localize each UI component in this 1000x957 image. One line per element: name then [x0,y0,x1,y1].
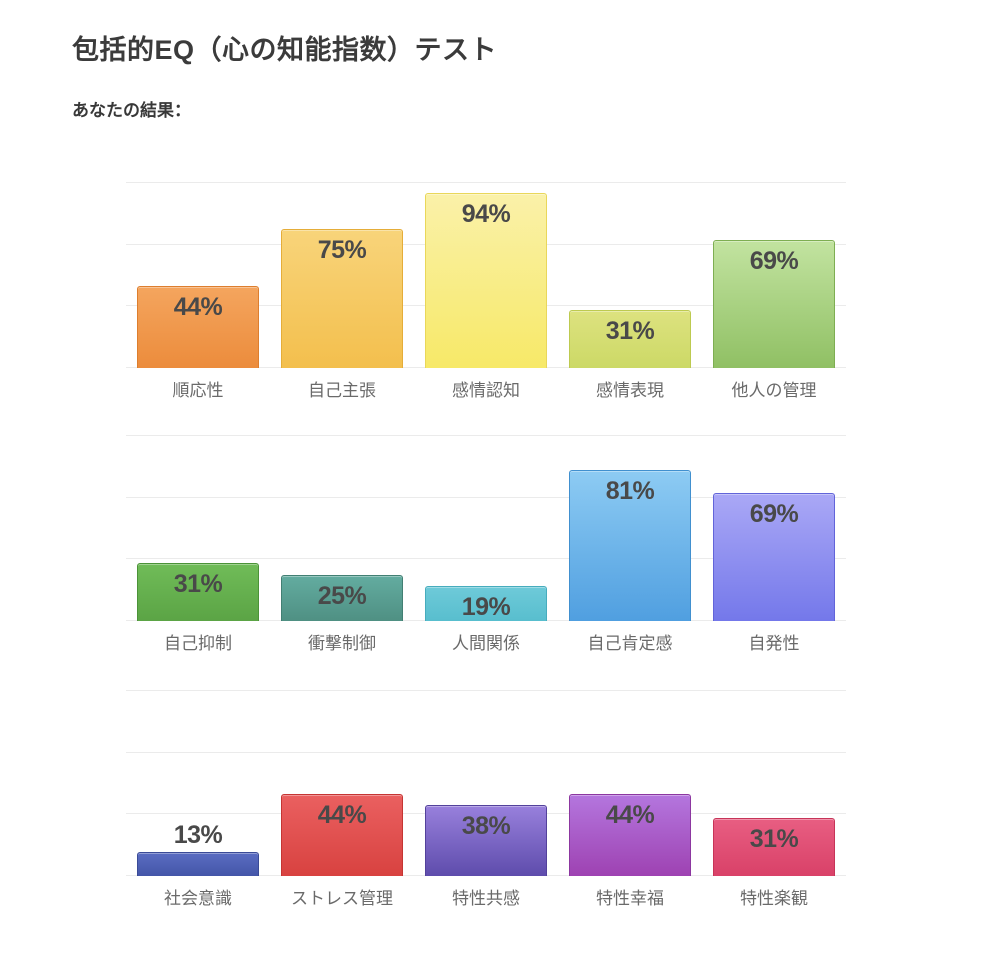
bar-category-label: ストレス管理 [291,889,393,908]
bar-value-label: 44% [605,801,655,830]
bar-value-label: 75% [317,235,367,264]
bar-自己抑制: 31% [137,563,259,621]
bar-slot: 44% [270,690,414,876]
plot-area: 44% 75% 94% 31% 69% [126,182,846,368]
bar-category-label: 特性楽観 [740,889,808,908]
bar-chart-row-1: 44% 75% 94% 31% 69% 順応性 自己主張 感情認知 感情表現 他人の管理 [126,182,846,401]
bar-特性幸福: 44% [569,794,691,876]
bar-slot: 38% [414,690,558,876]
category-labels-row: 自己抑制 衝撃制御 人間関係 自己肯定感 自発性 [126,629,846,654]
bar-slot: 31% [558,182,702,368]
bar-slot: 31% [126,435,270,621]
bar-chart-row-2: 31% 25% 19% 81% 69% 自己抑制 衝撃制御 人間関係 自己肯定感 自発性 [126,435,846,654]
bar-slot: 81% [558,435,702,621]
bar-value-label: 69% [749,499,799,528]
bar-感情認知: 94% [425,193,547,368]
bar-slot: 13% [126,690,270,876]
gridline [126,497,846,498]
bar-category-label: 自己肯定感 [587,634,673,653]
bar-自己主張: 75% [281,228,403,368]
bar-slot: 75% [270,182,414,368]
bar-value-label: 81% [605,477,655,506]
bar-value-label: 19% [461,592,511,621]
bar-人間関係: 19% [425,585,547,621]
bar-社会意識: 13% [137,821,259,876]
bar-自己肯定感: 81% [569,470,691,621]
bar-category-label: 感情認知 [452,381,520,400]
bar-順応性: 44% [137,286,259,368]
bar-他人の管理: 69% [713,239,835,368]
category-labels-row: 順応性 自己主張 感情認知 感情表現 他人の管理 [126,376,846,401]
gridline [126,435,846,436]
bars-group: 44% 75% 94% 31% 69% [126,182,846,368]
bar-chart-row-3: 13% 44% 38% 44% 31% 社会意識 ストレス管理 特性共感 特性幸福 特性楽観 [126,690,846,909]
gridline [126,690,846,691]
bar-slot: 44% [558,690,702,876]
gridline [126,182,846,183]
bar-category-label: 衝撃制御 [308,634,376,653]
bar-slot: 94% [414,182,558,368]
bar-category-label: 特性幸福 [596,889,664,908]
bar-value-label: 38% [461,812,511,841]
bar-衝撃制御: 25% [281,574,403,621]
bar-category-label: 特性共感 [452,889,520,908]
bars-group: 13% 44% 38% 44% 31% [126,690,846,876]
bar-slot: 31% [702,690,846,876]
bar-value-label: 25% [317,581,367,610]
category-labels-row: 社会意識 ストレス管理 特性共感 特性幸福 特性楽観 [126,884,846,909]
bar-value-label: 31% [605,317,655,346]
bar-slot: 19% [414,435,558,621]
bar-category-label: 感情表現 [596,381,664,400]
bar-value-label: 13% [173,820,223,849]
bar-category-label: 他人の管理 [731,381,817,400]
bar-特性楽観: 31% [713,818,835,876]
bar-value-label: 31% [173,570,223,599]
bar-category-label: 自己抑制 [164,634,232,653]
bar-自発性: 69% [713,492,835,621]
bar-value-label: 44% [317,801,367,830]
bar-category-label: 人間関係 [452,634,520,653]
results-label: あなたの結果： [72,101,191,120]
bar-slot: 69% [702,435,846,621]
bar-slot: 69% [702,182,846,368]
bar-category-label: 社会意識 [164,889,232,908]
page-title: 包括的EQ（心の知能指数）テスト [72,35,498,65]
bar-value-label: 69% [749,246,799,275]
bar-category-label: 自己主張 [308,381,376,400]
bar-slot: 25% [270,435,414,621]
plot-area: 13% 44% 38% 44% 31% [126,690,846,876]
bar-特性共感: 38% [425,805,547,876]
bar-category-label: 順応性 [172,381,224,400]
plot-area: 31% 25% 19% 81% 69% [126,435,846,621]
bar-slot: 44% [126,182,270,368]
bar-category-label: 自発性 [748,634,800,653]
bar-value-label: 44% [173,293,223,322]
bar-ストレス管理: 44% [281,794,403,876]
gridline [126,752,846,753]
bar-value-label: 31% [749,825,799,854]
bar-value-label: 94% [461,200,511,229]
gridline [126,558,846,559]
bar-感情表現: 31% [569,310,691,368]
bars-group: 31% 25% 19% 81% 69% [126,435,846,621]
